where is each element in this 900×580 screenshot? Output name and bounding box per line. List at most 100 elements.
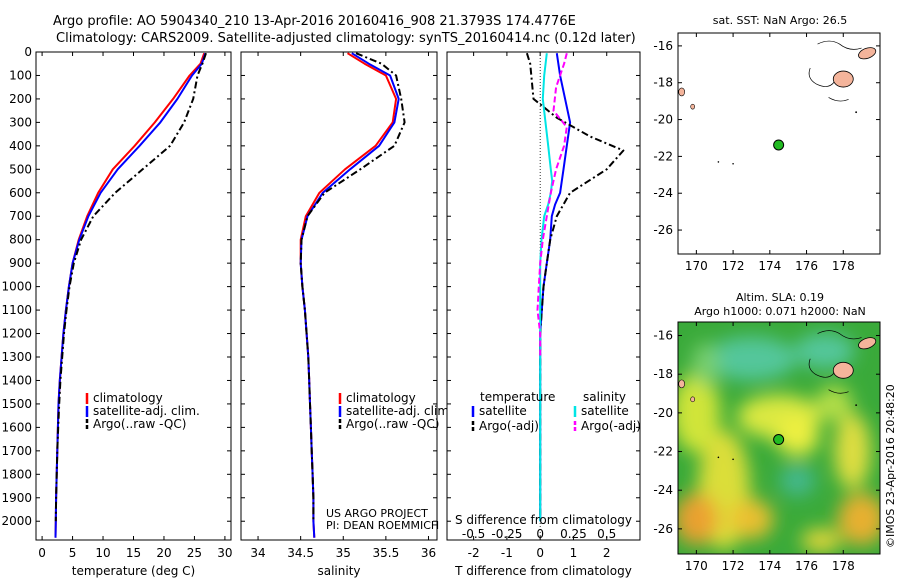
island-viti-levu [832, 70, 854, 88]
title-line-1: Argo profile: AO 5904340_210 13-Apr-2016… [53, 14, 576, 29]
imos-credit: ©IMOS 23-Apr-2016 20:48:20 [884, 384, 897, 548]
temperature-plot: 0100200300400500600700800900100011001200… [1, 45, 232, 578]
island-vanua-levu [858, 337, 877, 350]
legend-label: Argo(..raw -QC) [93, 417, 186, 431]
x-tick-label: 34 [250, 546, 265, 560]
sla-anomaly-region [837, 493, 880, 546]
x2-tick-label: 0 [536, 527, 544, 541]
island-speck [855, 111, 858, 114]
y-tick-label: -22 [653, 445, 673, 459]
legend-heading-temperature: temperature [480, 390, 555, 404]
x-tick-label: 10 [95, 546, 110, 560]
legend-heading-salinity: salinity [583, 390, 626, 404]
sla-anomaly-region [706, 336, 797, 381]
y-tick-label: -18 [653, 367, 673, 381]
series-satellite-line [539, 53, 554, 522]
series-argo-raw-qc-line [299, 52, 406, 522]
x-axis-label: temperature (deg C) [72, 564, 195, 578]
y-tick-label: 1000 [1, 280, 32, 294]
x-tick-label: 5 [69, 546, 77, 560]
x-tick-label: 178 [832, 259, 855, 273]
salinity-frame [240, 51, 438, 541]
y-tick-label: 900 [9, 256, 32, 270]
y-tick-label: 1400 [1, 373, 32, 387]
island-speck [717, 161, 720, 163]
x-tick-label: 30 [217, 546, 232, 560]
sst-map: 170 172 174 176 178 -16 -18 -20 -22 -24 -26 sat. SS… [653, 14, 881, 273]
x-tick-label: 36 [421, 546, 436, 560]
legend-label: satellite-adj. clim. [93, 404, 200, 418]
y-tick-label: 2000 [1, 514, 32, 528]
x-axis-label: salinity [317, 564, 360, 578]
x-tick-label: -1 [501, 546, 513, 560]
x-tick-label: 170 [685, 259, 708, 273]
y-tick-label: 700 [9, 209, 32, 223]
temperature-frame [35, 51, 232, 541]
y-tick-label: 400 [9, 139, 32, 153]
sla-anomaly-region [678, 372, 721, 453]
sla-anomaly-region [678, 493, 719, 546]
island-vanua-levu [858, 47, 877, 60]
legend-label: Argo(..raw -QC) [346, 417, 439, 431]
x-tick-label: -2 [468, 546, 480, 560]
x-tick-label: 178 [832, 559, 855, 573]
y-tick-label: 1300 [1, 350, 32, 364]
x-tick-label: 174 [758, 559, 781, 573]
y-tick-label: 800 [9, 233, 32, 247]
y-tick-label: -20 [653, 406, 673, 420]
x2-axis-label: S difference from climatology [455, 513, 632, 527]
sla-anomaly-region [801, 528, 842, 553]
sla-map-frame [677, 321, 881, 555]
y-tick-label: 200 [9, 92, 32, 106]
x-tick-label: 34.5 [287, 546, 314, 560]
y-tick-label: 0 [24, 45, 32, 59]
island-viti-levu [832, 361, 854, 379]
x-tick-label: 2 [603, 546, 611, 560]
y-tick-label: 1100 [1, 303, 32, 317]
x-tick-label: 25 [187, 546, 202, 560]
legend-label: Argo(-adj) [581, 419, 641, 433]
series-argo-adj-line [536, 52, 568, 357]
island-speck [732, 458, 734, 461]
x-tick-label: 1 [570, 546, 578, 560]
x-tick-label: 35 [336, 546, 351, 560]
argo-position-marker [773, 139, 785, 151]
y-tick-label: 1700 [1, 444, 32, 458]
y-tick-label: -18 [653, 76, 673, 90]
x-tick-label: 20 [156, 546, 171, 560]
legend-label: satellite-adj. clim. [346, 404, 453, 418]
y-tick-label: 1200 [1, 327, 32, 341]
y-tick-label: -16 [653, 39, 673, 53]
x-tick-label: 35.5 [373, 546, 400, 560]
legend-label: climatology [93, 391, 163, 405]
y-tick-label: 1600 [1, 420, 32, 434]
sla-anomaly-region [779, 464, 816, 497]
sla-anomaly-region [834, 413, 871, 490]
legend-label: satellite [581, 404, 629, 418]
y-tick-label: 500 [9, 162, 32, 176]
y-tick-label: -22 [653, 149, 673, 163]
island-speck [717, 456, 720, 459]
x-tick-label: 170 [685, 559, 708, 573]
legend-label: Argo(-adj) [479, 419, 539, 433]
island-vanuatu [678, 87, 685, 97]
island-vanuatu [678, 379, 685, 389]
x2-tick-label: 0.25 [560, 527, 587, 541]
sla-map-title: Altim. SLA: 0.19 [736, 291, 824, 304]
difference-plot: -2 -1 0 1 2 T difference from climatology -0.5… [446, 51, 641, 578]
island-vanuatu-south [690, 396, 695, 403]
island-vanuatu-south [690, 103, 695, 110]
x-tick-label: 174 [758, 259, 781, 273]
y-tick-label: -20 [653, 113, 673, 127]
sla-anomaly-region [816, 385, 853, 422]
y-tick-label: 300 [9, 115, 32, 129]
y-tick-label: 1800 [1, 467, 32, 481]
x-tick-label: 0 [536, 546, 544, 560]
x-tick-label: 176 [795, 559, 818, 573]
y-tick-label: 600 [9, 186, 32, 200]
y-tick-label: -16 [653, 329, 673, 343]
legend-label: satellite [479, 404, 527, 418]
y-tick-label: -24 [653, 186, 673, 200]
sla-map-land [678, 330, 877, 461]
